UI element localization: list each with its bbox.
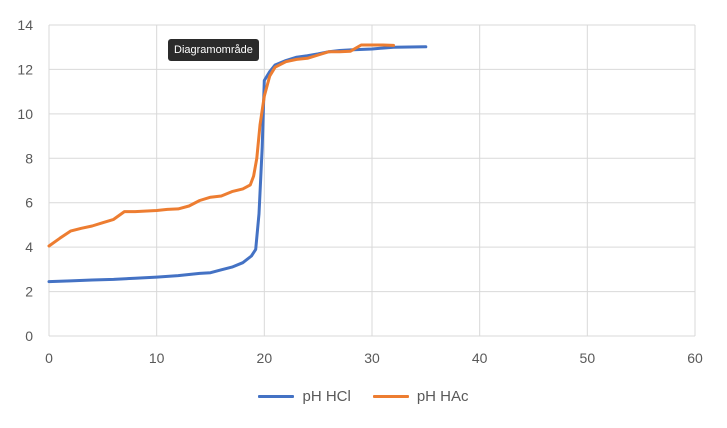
legend-swatch-hcl (258, 395, 295, 398)
y-tick-label: 4 (25, 239, 33, 255)
legend-item-hcl[interactable]: pH HCl (258, 388, 351, 405)
series-line-hcl[interactable] (47, 45, 428, 284)
legend[interactable]: pH HCl pH HAc (0, 388, 727, 405)
series-line-hac[interactable] (47, 43, 395, 248)
y-tick-label: 12 (17, 61, 33, 77)
y-tick-label: 0 (25, 328, 33, 344)
x-tick-label: 60 (687, 350, 703, 366)
x-tick-label: 20 (257, 350, 273, 366)
y-tick-label: 6 (25, 195, 33, 211)
x-tick-label: 50 (580, 350, 596, 366)
x-tick-label: 30 (364, 350, 380, 366)
legend-swatch-hac (372, 395, 409, 398)
x-axis-tick-labels: 0 10 20 30 40 50 60 (45, 350, 703, 366)
legend-label-hac: pH HAc (416, 388, 469, 405)
x-tick-label: 10 (149, 350, 165, 366)
y-tick-label: 2 (25, 284, 33, 300)
y-tick-label: 10 (17, 106, 33, 122)
y-tick-label: 8 (25, 150, 33, 166)
series-lines (47, 43, 428, 284)
legend-item-hac[interactable]: pH HAc (372, 388, 469, 405)
x-tick-label: 0 (45, 350, 53, 366)
y-tick-label: 14 (17, 17, 33, 33)
gridlines (48, 24, 696, 337)
chart-area-tooltip: Diagramområde (168, 39, 259, 61)
x-tick-label: 40 (472, 350, 488, 366)
y-axis-tick-labels: 0 2 4 6 8 10 12 14 (17, 17, 33, 344)
legend-label-hcl: pH HCl (302, 388, 351, 405)
